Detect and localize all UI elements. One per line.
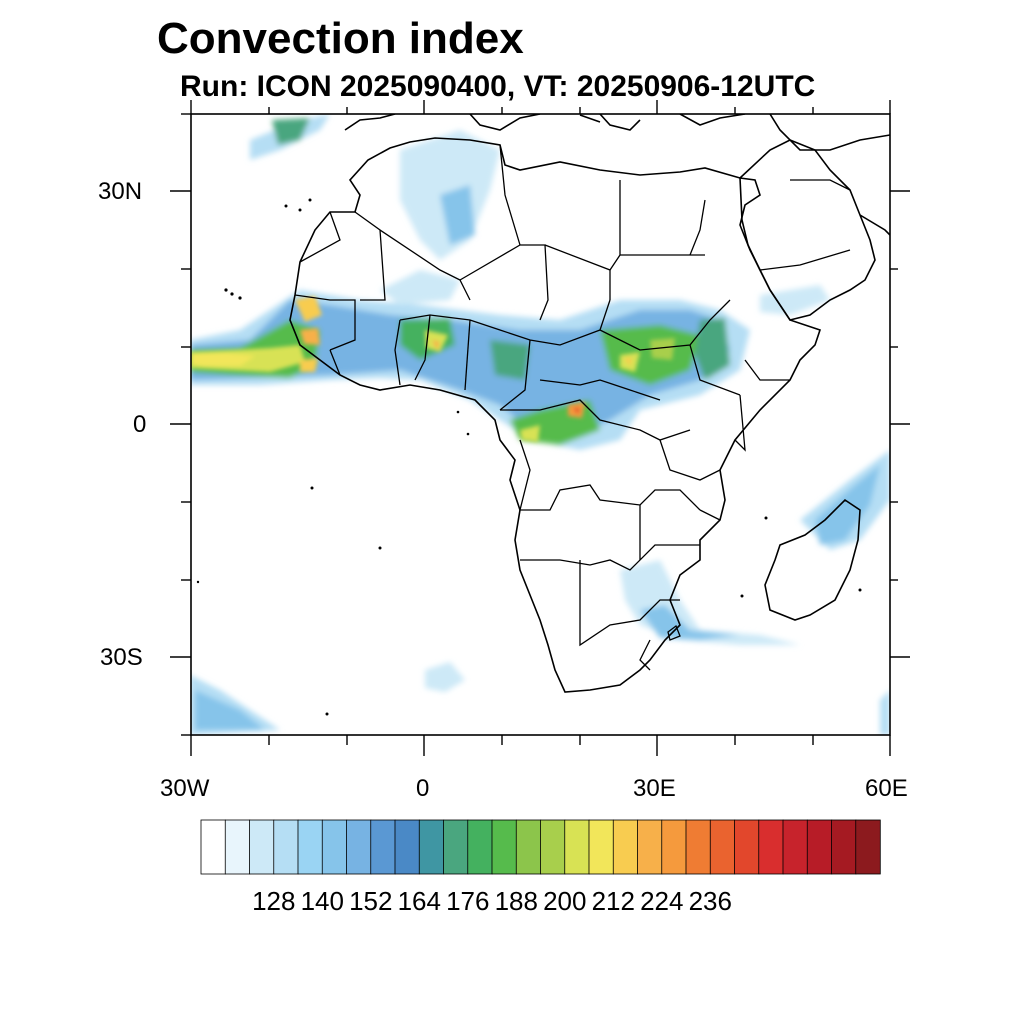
lat-label-30n: 30N [98, 178, 143, 205]
colorbar-tick-label: 188 [494, 886, 538, 916]
colorbar-box [564, 819, 590, 875]
lon-label-60e: 60E [865, 775, 908, 802]
plot-subtitle: Run: ICON 2025090400, VT: 20250906-12UTC [180, 70, 816, 103]
convection-cores [191, 296, 675, 442]
colorbar-tick-label: 176 [446, 886, 490, 916]
colorbar-tick-label: 236 [688, 886, 732, 916]
colorbar-tick-label: 212 [591, 886, 635, 916]
axis-ticks [170, 100, 910, 756]
colorbar-box [467, 819, 493, 875]
colorbar-box [394, 819, 420, 875]
colorbar-box [758, 819, 784, 875]
colorbar-tick-label: 164 [397, 886, 441, 916]
plot-title: Convection index [157, 14, 524, 63]
colorbar-box [855, 819, 881, 875]
lat-label-30s: 30S [100, 644, 143, 671]
colorbar-box [224, 819, 251, 875]
colorbar-box [273, 819, 299, 875]
colorbar-tick-label: 224 [640, 886, 684, 916]
colorbar-box [709, 819, 736, 875]
colorbar-box [200, 819, 226, 875]
lon-label-30e: 30E [633, 775, 676, 802]
colorbar-box [588, 819, 614, 875]
country-borders [294, 144, 851, 671]
colorbar-tick-label: 140 [300, 886, 344, 916]
colorbar-box [637, 819, 663, 875]
colorbar [200, 819, 881, 875]
colorbar-box [491, 819, 517, 875]
colorbar-tick-label: 128 [252, 886, 296, 916]
colorbar-tick-label: 200 [543, 886, 587, 916]
colorbar-box [831, 819, 857, 875]
colorbar-box [418, 819, 445, 875]
colorbar-tick-label: 152 [349, 886, 393, 916]
colorbar-box [661, 819, 687, 875]
convection-shading [191, 114, 890, 735]
lon-label-30w: 30W [160, 775, 210, 802]
colorbar-box [321, 819, 348, 875]
lat-label-0: 0 [133, 411, 147, 438]
colorbar-box [685, 819, 711, 875]
map-area [191, 114, 890, 735]
colorbar-box [806, 819, 833, 875]
colorbar-box [249, 819, 275, 875]
colorbar-box [540, 819, 566, 875]
colorbar-box [346, 819, 372, 875]
colorbar-box [443, 819, 469, 875]
colorbar-box [734, 819, 760, 875]
colorbar-box [515, 819, 542, 875]
lon-label-0: 0 [416, 775, 430, 802]
islands [196, 198, 862, 716]
colorbar-box [297, 819, 323, 875]
colorbar-box [612, 819, 639, 875]
colorbar-box [782, 819, 808, 875]
colorbar-box [370, 819, 396, 875]
